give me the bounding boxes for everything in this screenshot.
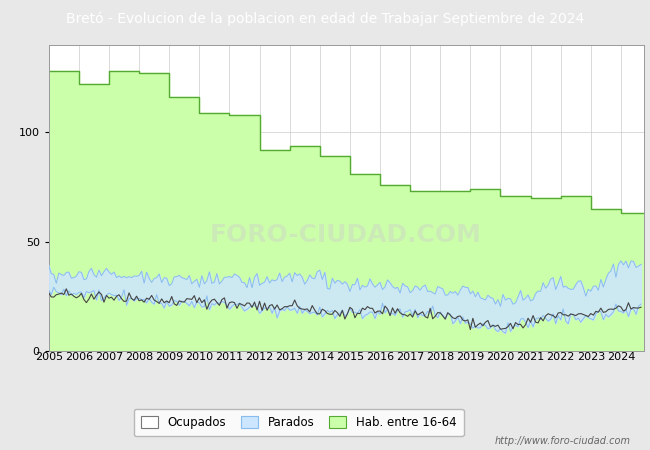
Text: FORO-CIUDAD.COM: FORO-CIUDAD.COM (210, 223, 482, 247)
Text: http://www.foro-ciudad.com: http://www.foro-ciudad.com (495, 436, 630, 446)
Text: Bretó - Evolucion de la poblacion en edad de Trabajar Septiembre de 2024: Bretó - Evolucion de la poblacion en eda… (66, 12, 584, 27)
Legend: Ocupados, Parados, Hab. entre 16-64: Ocupados, Parados, Hab. entre 16-64 (133, 409, 463, 436)
